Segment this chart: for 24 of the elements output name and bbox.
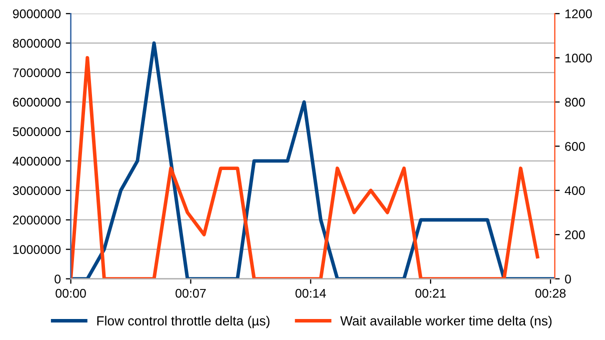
y2-tick-label: 1000 (565, 54, 592, 62)
y2-tick-label: 200 (565, 230, 585, 240)
x-tick-label: 00:00 (56, 288, 86, 298)
y-tick-label: 0 (54, 274, 61, 284)
y2-tick-label: 0 (564, 274, 571, 284)
legend-label: Flow control throttle delta (µs) (97, 316, 270, 328)
x-tick-label: 00:21 (415, 288, 446, 298)
y-tick-label: 6000000 (13, 98, 61, 107)
y2-tick-label: 400 (564, 186, 585, 196)
y-tick-label: 7000000 (13, 68, 61, 78)
y2-tick-label: 600 (565, 142, 585, 151)
x-tick-label: 00:07 (176, 288, 206, 298)
y-tick-label: 4000000 (12, 156, 61, 166)
y-tick-label: 5000000 (12, 127, 61, 136)
y-tick-label: 8000000 (12, 38, 61, 48)
x-tick-label: 00:14 (295, 288, 326, 298)
legend-label: Wait available worker time delta (ns) (340, 316, 552, 328)
y-tick-label: 2000000 (13, 216, 61, 225)
y-tick-label: 1000000 (13, 245, 61, 254)
y-tick-label: 9000000 (12, 9, 61, 18)
y-tick-label: 3000000 (12, 186, 61, 196)
y2-tick-label: 800 (565, 98, 585, 107)
x-tick-label: 00:28 (535, 288, 566, 298)
y2-tick-label: 1200 (565, 9, 592, 18)
